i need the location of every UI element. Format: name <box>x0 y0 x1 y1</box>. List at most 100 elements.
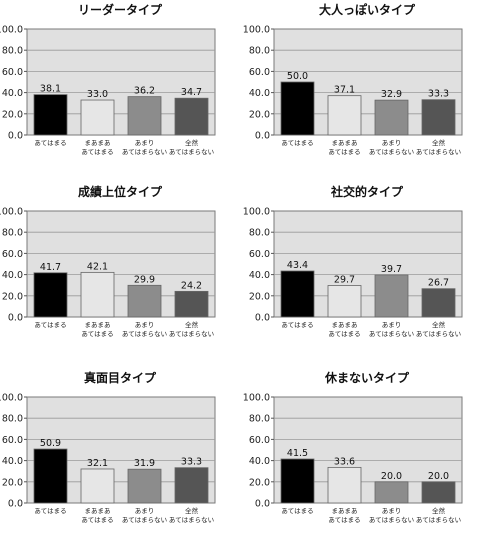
x-tick-label: あてはまる <box>328 148 360 156</box>
chart-svg: 0.0 20.0 40.0 60.0 80.0 100.0 50.0 あてはまる 37.1 まあま… <box>243 25 463 156</box>
bar <box>374 99 409 136</box>
y-tick-label: 100.0 <box>0 207 23 218</box>
bar <box>80 271 115 318</box>
x-tick-label: あまり <box>135 321 155 329</box>
bar <box>327 466 362 504</box>
data-label: 26.7 <box>428 278 449 289</box>
y-tick-label: 80.0 <box>2 414 23 425</box>
data-label: 32.9 <box>381 89 402 100</box>
x-tick-label: あてはまる <box>281 507 313 515</box>
x-tick-label: まあまあ <box>332 507 358 515</box>
data-label: 43.4 <box>287 260 308 271</box>
y-tick-label: 60.0 <box>2 435 23 446</box>
y-tick-label: 60.0 <box>2 249 23 260</box>
chart-svg: 0.0 20.0 40.0 60.0 80.0 100.0 41.5 あてはまる 33.6 まあま… <box>243 393 463 524</box>
bar <box>280 81 315 136</box>
x-tick-label: あてはまる <box>281 139 313 147</box>
y-tick-label: 0.0 <box>8 131 23 142</box>
bar <box>280 270 315 318</box>
y-tick-label: 40.0 <box>2 270 23 281</box>
x-tick-label: あてはまる <box>328 516 360 524</box>
data-label: 41.5 <box>287 448 308 459</box>
y-tick-label: 20.0 <box>2 291 23 302</box>
x-tick-label: 全然 <box>185 138 199 147</box>
data-label: 20.0 <box>381 471 402 482</box>
bar <box>327 95 362 136</box>
x-tick-label: まあまあ <box>85 139 111 147</box>
y-tick-label: 40.0 <box>2 456 23 467</box>
x-tick-label: あてはまらない <box>416 148 461 156</box>
data-label: 29.7 <box>334 275 355 286</box>
x-tick-label: あてはまる <box>328 330 360 338</box>
bar <box>174 97 209 136</box>
x-tick-label: あまり <box>382 321 402 329</box>
x-tick-label: あまり <box>135 139 155 147</box>
chart-panel-sociable: 社交的タイプ 0.0 20.0 40.0 60.0 80.0 100.0 43.4 あてはまる… <box>243 184 487 364</box>
data-label: 32.1 <box>87 458 108 469</box>
bar <box>80 468 115 504</box>
x-tick-label: あてはまる <box>34 507 66 515</box>
y-tick-label: 40.0 <box>249 456 270 467</box>
y-tick-label: 80.0 <box>249 414 270 425</box>
bar <box>127 284 162 318</box>
y-tick-label: 100.0 <box>243 25 270 36</box>
chart-panel-leader: リーダータイプ 0.0 20.0 40.0 60.0 80.0 100.0 38.1 あてはま… <box>0 2 240 182</box>
y-tick-label: 0.0 <box>8 313 23 324</box>
bar <box>421 99 456 136</box>
y-tick-label: 40.0 <box>249 88 270 99</box>
x-tick-label: あてはまらない <box>122 330 167 338</box>
bar <box>174 290 209 318</box>
data-label: 34.7 <box>181 87 202 98</box>
chart-panel-top-grades: 成績上位タイプ 0.0 20.0 40.0 60.0 80.0 100.0 41.7 あてはま… <box>0 184 240 364</box>
data-label: 33.6 <box>334 456 355 467</box>
data-label: 36.2 <box>134 86 155 97</box>
bar <box>421 288 456 318</box>
y-tick-label: 100.0 <box>0 25 23 36</box>
bar <box>374 481 409 504</box>
bar <box>127 96 162 136</box>
x-tick-label: 全然 <box>185 320 199 329</box>
y-tick-label: 20.0 <box>2 477 23 488</box>
bar <box>33 272 68 318</box>
y-tick-label: 40.0 <box>2 88 23 99</box>
x-tick-label: まあまあ <box>332 321 358 329</box>
chart-title: 社交的タイプ <box>330 185 403 199</box>
x-tick-label: 全然 <box>432 506 446 515</box>
chart-svg: 0.0 20.0 40.0 60.0 80.0 100.0 41.7 あてはまる 42.1 まあま… <box>0 207 216 338</box>
x-tick-label: 全然 <box>432 320 446 329</box>
x-tick-label: あてはまらない <box>369 516 414 524</box>
y-tick-label: 80.0 <box>2 228 23 239</box>
chart-title: 成績上位タイプ <box>77 185 162 199</box>
x-tick-label: あてはまらない <box>122 148 167 156</box>
x-tick-label: まあまあ <box>332 139 358 147</box>
y-tick-label: 60.0 <box>249 67 270 78</box>
data-label: 37.1 <box>334 85 355 96</box>
bar <box>421 481 456 504</box>
x-tick-label: あてはまらない <box>169 330 214 338</box>
y-tick-label: 20.0 <box>249 477 270 488</box>
x-tick-label: あてはまる <box>81 516 113 524</box>
x-tick-label: あまり <box>382 139 402 147</box>
x-tick-label: あてはまる <box>81 330 113 338</box>
y-tick-label: 100.0 <box>0 393 23 404</box>
y-tick-label: 20.0 <box>2 109 23 120</box>
chart-panel-mature: 大人っぽいタイプ 0.0 20.0 40.0 60.0 80.0 100.0 50.0 あては… <box>243 2 487 182</box>
x-tick-label: あてはまらない <box>416 330 461 338</box>
data-label: 38.1 <box>40 84 61 95</box>
chart-title: 真面目タイプ <box>83 371 156 385</box>
data-label: 29.9 <box>134 274 155 285</box>
chart-panel-no-absence: 休まないタイプ 0.0 20.0 40.0 60.0 80.0 100.0 41.5 あてはま… <box>243 370 487 550</box>
x-tick-label: 全然 <box>185 506 199 515</box>
y-tick-label: 60.0 <box>249 249 270 260</box>
data-label: 42.1 <box>87 261 108 272</box>
chart-title: 大人っぽいタイプ <box>318 3 415 17</box>
chart-panel-serious: 真面目タイプ 0.0 20.0 40.0 60.0 80.0 100.0 50.9 あてはまる… <box>0 370 240 550</box>
x-tick-label: あまり <box>135 507 155 515</box>
data-label: 33.0 <box>87 89 108 100</box>
y-tick-label: 80.0 <box>2 46 23 57</box>
x-tick-label: 全然 <box>432 138 446 147</box>
x-tick-label: あまり <box>382 507 402 515</box>
data-label: 33.3 <box>428 89 449 100</box>
x-tick-label: あてはまらない <box>416 516 461 524</box>
x-tick-label: あてはまらない <box>122 516 167 524</box>
